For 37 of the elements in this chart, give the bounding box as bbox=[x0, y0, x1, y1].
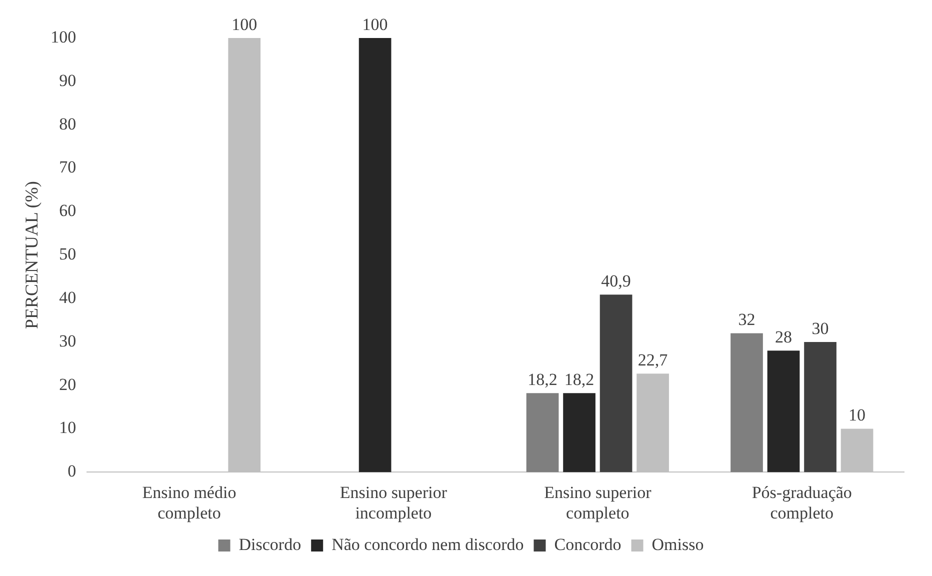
data-label: 22,7 bbox=[638, 350, 668, 370]
bar bbox=[600, 294, 632, 472]
data-label: 32 bbox=[738, 310, 756, 330]
data-label: 30 bbox=[812, 318, 829, 338]
data-label: 10 bbox=[848, 406, 866, 425]
legend-label: Não concordo nem discordo bbox=[332, 534, 524, 554]
y-axis-title: PERCENTUAL (%) bbox=[22, 181, 42, 330]
bar bbox=[563, 393, 596, 472]
data-label: 100 bbox=[362, 14, 388, 34]
legend-label: Discordo bbox=[238, 534, 302, 554]
x-tick-label: Ensino superior completo bbox=[544, 482, 652, 522]
legend-label: Concordo bbox=[554, 534, 622, 554]
x-tick-label: Ensino médio completo bbox=[142, 482, 236, 522]
bar bbox=[804, 342, 836, 472]
x-tick-label: Ensino superior incompleto bbox=[340, 482, 448, 522]
y-tick-label: 50 bbox=[59, 244, 76, 264]
y-tick-label: 90 bbox=[59, 70, 76, 90]
bar bbox=[526, 393, 559, 472]
data-label: 28 bbox=[775, 328, 792, 347]
legend-label: Omisso bbox=[652, 534, 704, 554]
y-tick-label: 10 bbox=[59, 418, 76, 438]
y-tick-label: 30 bbox=[59, 331, 76, 350]
y-tick-label: 20 bbox=[59, 374, 76, 394]
data-label: 18,2 bbox=[528, 370, 558, 390]
y-tick-label: 70 bbox=[59, 158, 76, 177]
y-tick-label: 0 bbox=[68, 462, 76, 481]
y-tick-label: 40 bbox=[59, 288, 76, 307]
data-label: 40,9 bbox=[601, 272, 631, 291]
y-tick-label: 100 bbox=[50, 27, 76, 46]
bar bbox=[767, 350, 800, 472]
data-label: 18,2 bbox=[564, 370, 594, 390]
y-tick-label: 60 bbox=[59, 201, 76, 220]
y-tick-label: 80 bbox=[59, 114, 76, 134]
bar bbox=[730, 333, 763, 472]
bar bbox=[358, 38, 392, 472]
x-tick-label: Pós-graduação completo bbox=[752, 482, 852, 522]
data-label: 100 bbox=[232, 14, 258, 34]
